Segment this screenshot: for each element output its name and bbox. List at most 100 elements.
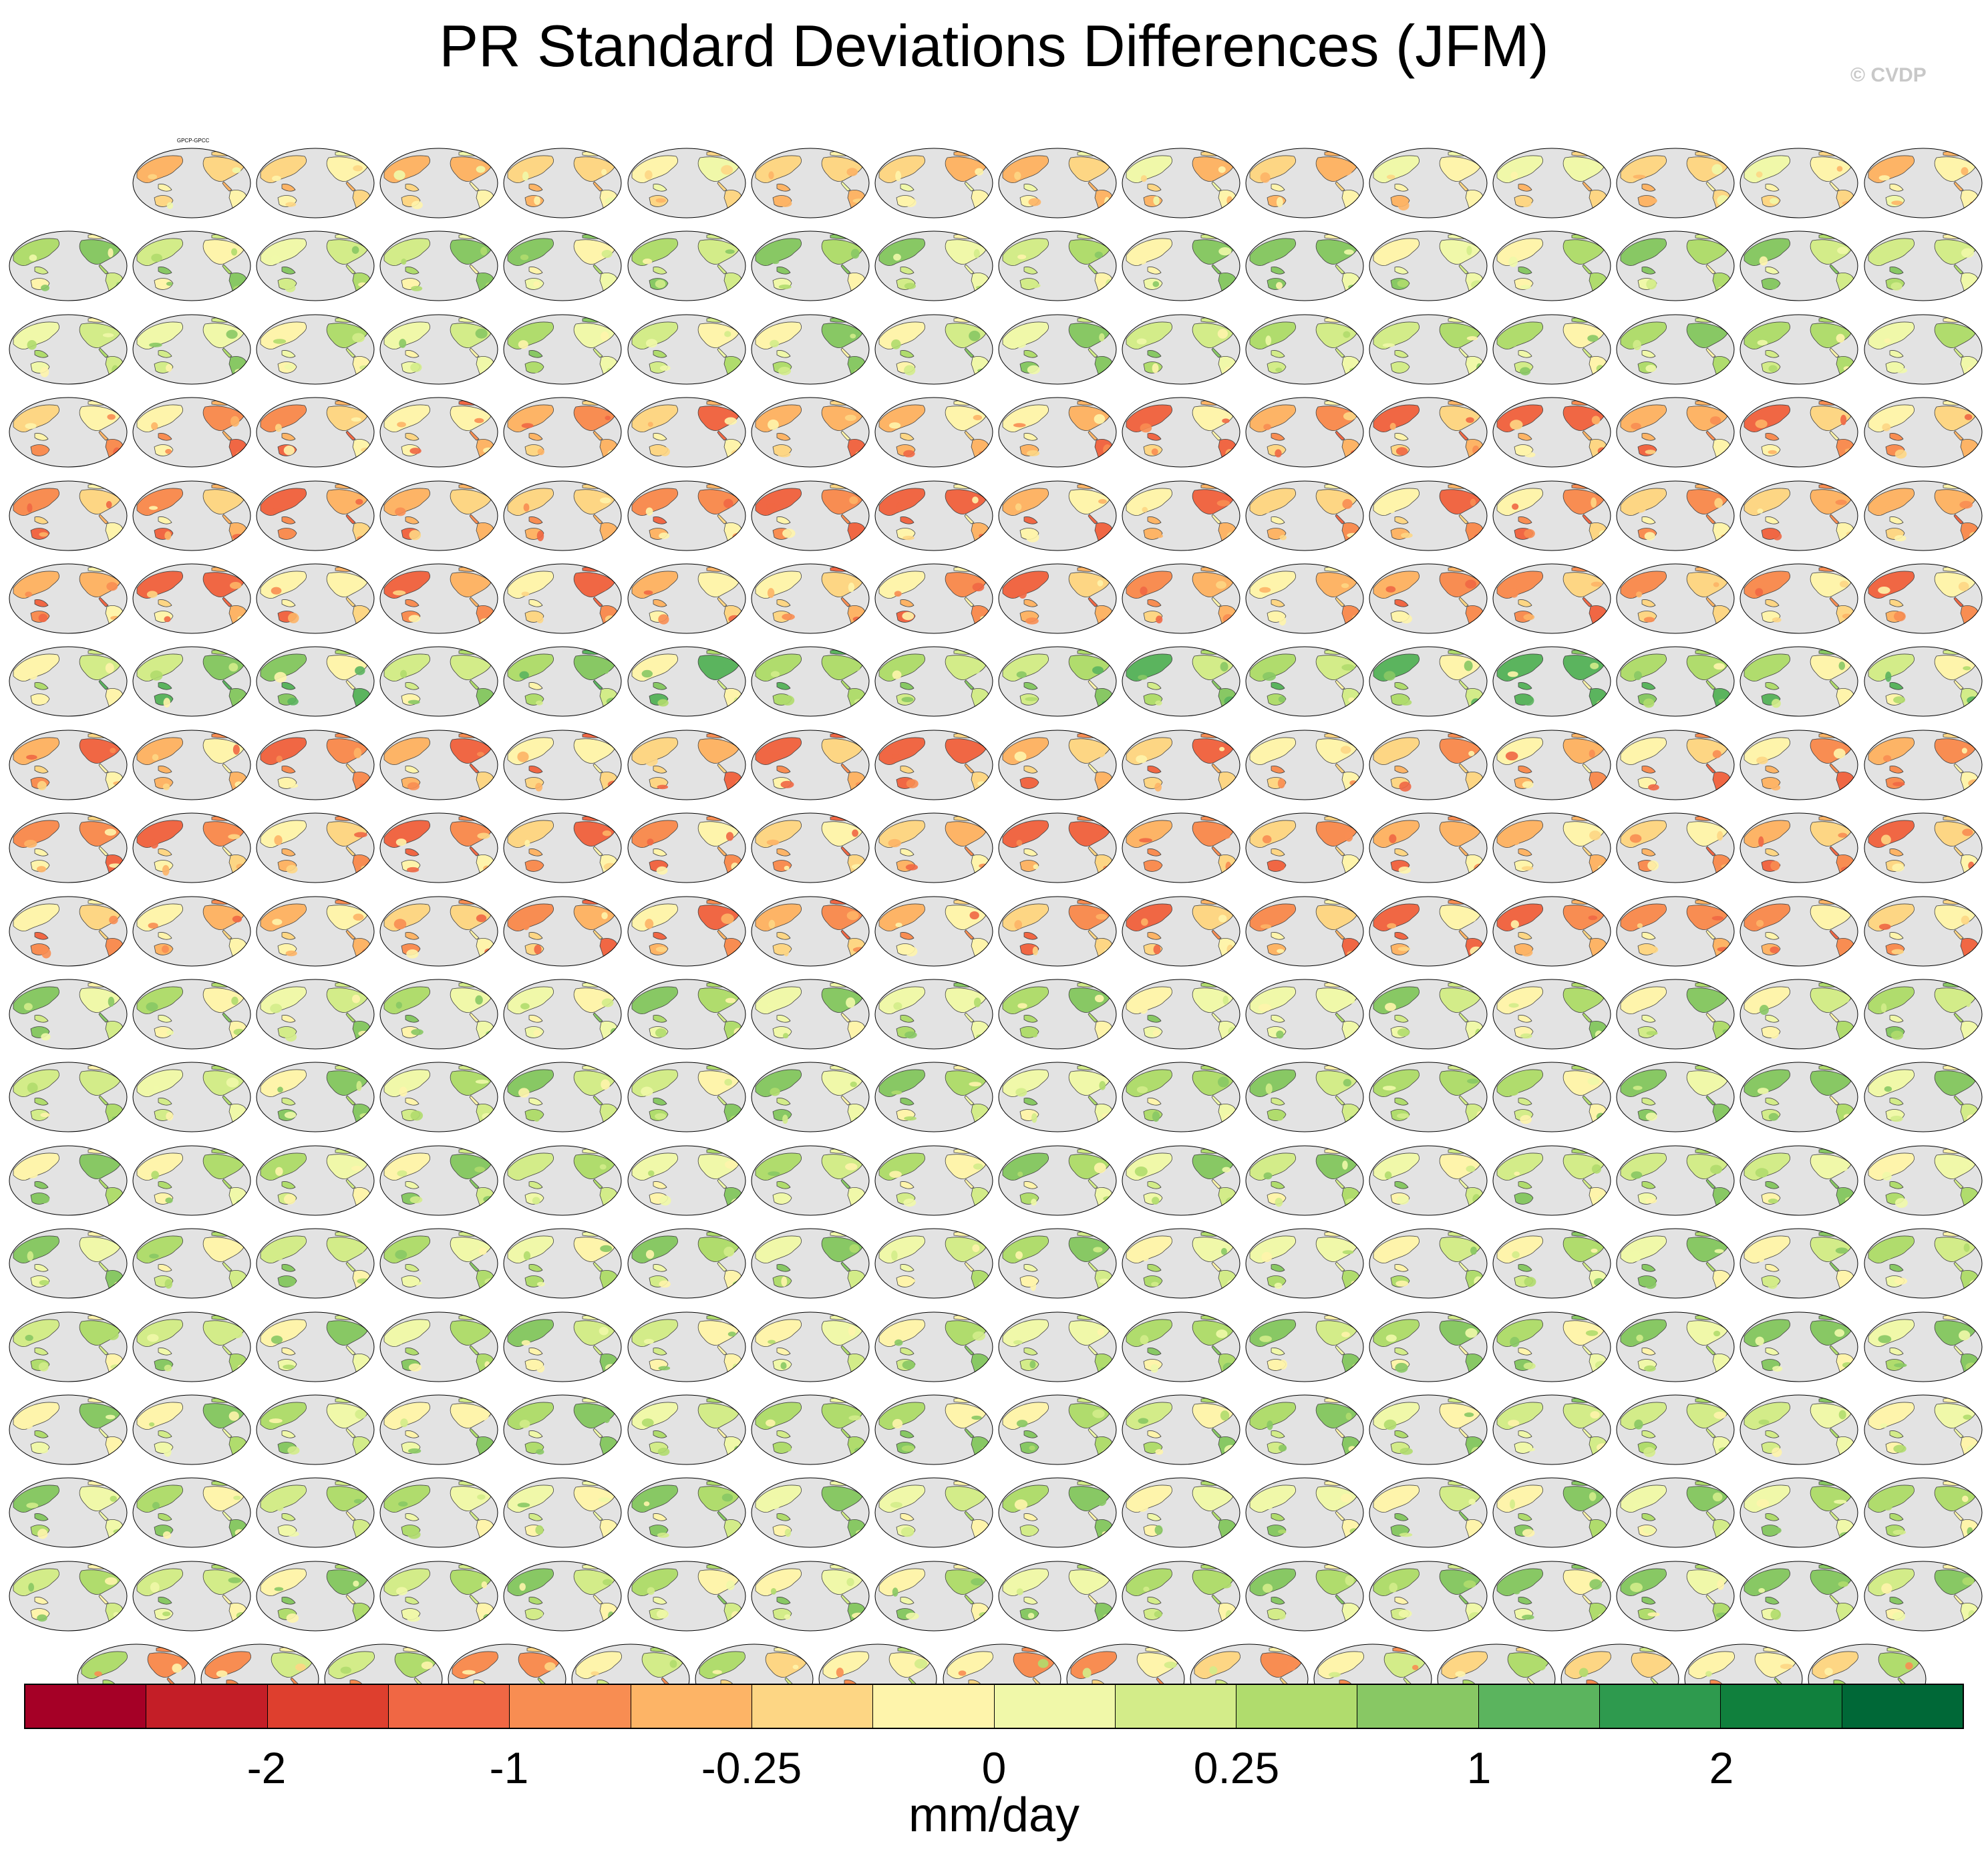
map-outline	[1492, 480, 1611, 551]
land-region	[1818, 899, 1847, 905]
land-region	[1818, 732, 1847, 738]
world-map	[1864, 1394, 1982, 1465]
anomaly-blob	[1713, 1411, 1727, 1419]
anomaly-blob	[275, 424, 283, 432]
land-region	[830, 981, 858, 987]
anomaly-blob	[1510, 171, 1518, 180]
world-map	[1492, 1477, 1611, 1548]
anomaly-blob	[1140, 918, 1148, 926]
anomaly-blob	[1719, 451, 1727, 456]
land-region	[582, 150, 611, 156]
map-panel	[379, 387, 502, 470]
anomaly-blob	[1275, 1116, 1283, 1121]
land-region	[1465, 605, 1484, 633]
land-region	[964, 181, 975, 192]
world-map	[1122, 979, 1240, 1050]
land-region	[79, 406, 121, 432]
land-region	[953, 815, 981, 821]
anomaly-blob	[103, 1081, 115, 1086]
map-outline	[751, 563, 870, 634]
land-region	[211, 1314, 240, 1320]
anomaly-blob	[1878, 923, 1891, 930]
anomaly-blob	[1219, 1581, 1232, 1589]
anomaly-blob	[230, 1162, 241, 1167]
land-region	[1695, 1480, 1723, 1487]
world-map	[9, 230, 128, 301]
anomaly-blob	[1398, 1609, 1412, 1617]
map-panel	[502, 1135, 625, 1218]
anomaly-blob	[353, 913, 364, 921]
anomaly-blob	[398, 753, 407, 758]
anomaly-blob	[1647, 1611, 1660, 1617]
land-region	[1712, 273, 1731, 301]
anomaly-blob	[166, 1030, 174, 1036]
anomaly-blob	[1768, 1280, 1778, 1289]
land-region	[156, 1646, 184, 1652]
map-panel	[750, 304, 873, 387]
land-region	[335, 1148, 363, 1154]
anomaly-blob	[1216, 500, 1230, 506]
world-map	[256, 1228, 375, 1299]
land-region	[1571, 899, 1600, 905]
anomaly-blob	[1025, 697, 1038, 702]
anomaly-blob	[1224, 1444, 1237, 1456]
anomaly-blob	[216, 1670, 228, 1678]
land-region	[1695, 1064, 1723, 1071]
world-map	[1740, 1228, 1858, 1299]
anomaly-blob	[655, 280, 665, 289]
land-region	[776, 516, 791, 524]
anomaly-blob	[409, 529, 422, 540]
anomaly-blob	[1879, 506, 1890, 511]
map-panel	[1492, 1218, 1615, 1301]
anomaly-blob	[1220, 1410, 1230, 1421]
land-region	[450, 156, 492, 182]
map-panel	[255, 1135, 378, 1218]
land-region	[706, 1563, 734, 1569]
land-region	[1934, 239, 1975, 265]
world-map	[1740, 646, 1858, 717]
land-region	[1889, 267, 1904, 275]
anomaly-blob	[1961, 828, 1973, 836]
anomaly-blob	[971, 496, 979, 504]
anomaly-blob	[478, 1329, 484, 1338]
land-region	[971, 190, 989, 217]
anomaly-blob	[720, 913, 734, 924]
world-map	[1369, 480, 1488, 551]
map-outline	[1369, 397, 1488, 468]
land-region	[574, 239, 615, 265]
anomaly-blob	[1845, 1197, 1854, 1203]
anomaly-blob	[146, 1002, 158, 1012]
land-region	[1324, 981, 1353, 987]
land-region	[1960, 273, 1978, 301]
anomaly-blob	[642, 259, 652, 265]
anomaly-blob	[165, 449, 172, 454]
map-panel	[1492, 470, 1615, 553]
anomaly-blob	[1882, 755, 1891, 762]
anomaly-blob	[166, 282, 173, 287]
map-panel	[255, 220, 378, 303]
land-region	[1836, 771, 1854, 799]
anomaly-blob	[484, 200, 492, 206]
anomaly-blob	[605, 416, 611, 421]
land-region	[717, 514, 727, 524]
anomaly-blob	[780, 695, 794, 706]
anomaly-blob	[1647, 197, 1658, 204]
anomaly-blob	[1757, 339, 1768, 346]
anomaly-blob	[970, 1577, 984, 1585]
anomaly-blob	[232, 915, 242, 923]
world-map	[1245, 812, 1364, 883]
anomaly-blob	[1523, 613, 1535, 621]
land-region	[34, 682, 49, 690]
anomaly-blob	[25, 591, 33, 597]
anomaly-blob	[904, 283, 916, 290]
map-outline	[132, 314, 251, 385]
anomaly-blob	[851, 829, 858, 837]
anomaly-blob	[484, 530, 496, 536]
land-region	[1126, 488, 1172, 516]
anomaly-blob	[283, 530, 295, 538]
world-map	[1864, 1228, 1982, 1299]
anomaly-blob	[1030, 1280, 1036, 1291]
world-map	[132, 812, 251, 883]
anomaly-blob	[352, 994, 361, 1003]
land-region	[723, 1270, 741, 1297]
